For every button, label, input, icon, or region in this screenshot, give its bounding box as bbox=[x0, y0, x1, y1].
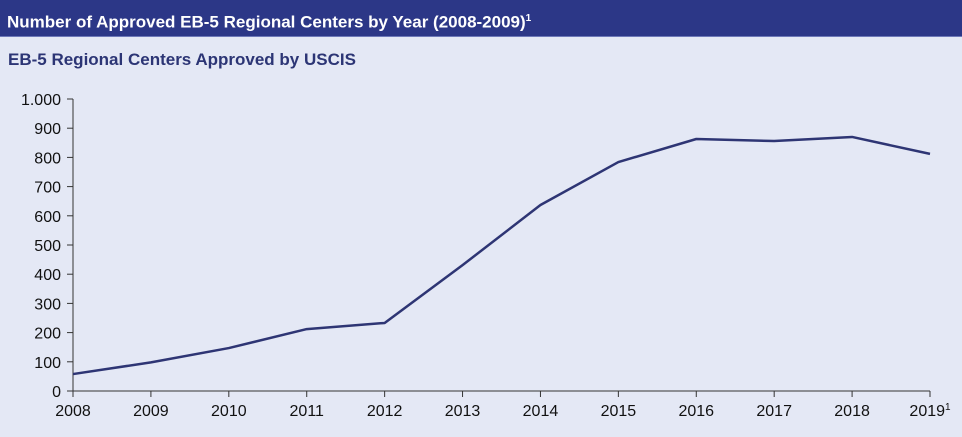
x-tick-label: 2013 bbox=[445, 403, 481, 420]
x-tick-label: 2018 bbox=[834, 403, 870, 420]
y-tick-label: 800 bbox=[34, 150, 61, 167]
y-tick-label: 600 bbox=[34, 209, 61, 226]
y-tick-label: 1.000 bbox=[21, 92, 61, 109]
y-tick-label: 900 bbox=[34, 121, 61, 138]
chart-header: Number of Approved EB-5 Regional Centers… bbox=[0, 0, 962, 37]
y-tick-label: 700 bbox=[34, 180, 61, 197]
x-tick-label: 2008 bbox=[55, 403, 91, 420]
series-line bbox=[72, 135, 931, 376]
x-tick-label: 20191 bbox=[909, 402, 951, 420]
x-tick-label: 2009 bbox=[133, 403, 169, 420]
x-tick-label: 2011 bbox=[290, 403, 325, 420]
x-tick-label: 2012 bbox=[367, 403, 403, 420]
y-tick-label: 300 bbox=[34, 296, 61, 313]
x-tick-label: 2015 bbox=[601, 403, 637, 420]
x-tick-label: 2017 bbox=[756, 403, 792, 420]
x-tick-label: 2010 bbox=[211, 403, 247, 420]
y-tick-label: 500 bbox=[34, 238, 61, 255]
x-tick-label: 2016 bbox=[678, 403, 714, 420]
chart-title: EB-5 Regional Centers Approved by USCIS bbox=[8, 50, 356, 69]
header-footnote: 1 bbox=[525, 13, 532, 24]
y-tick-label: 400 bbox=[34, 267, 61, 284]
x-tick-label: 2014 bbox=[523, 403, 559, 420]
header-title: Number of Approved EB-5 Regional Centers… bbox=[7, 12, 526, 32]
y-tick-label: 100 bbox=[34, 355, 61, 372]
y-tick-label: 0 bbox=[52, 384, 61, 401]
y-tick-label: 200 bbox=[34, 326, 61, 343]
